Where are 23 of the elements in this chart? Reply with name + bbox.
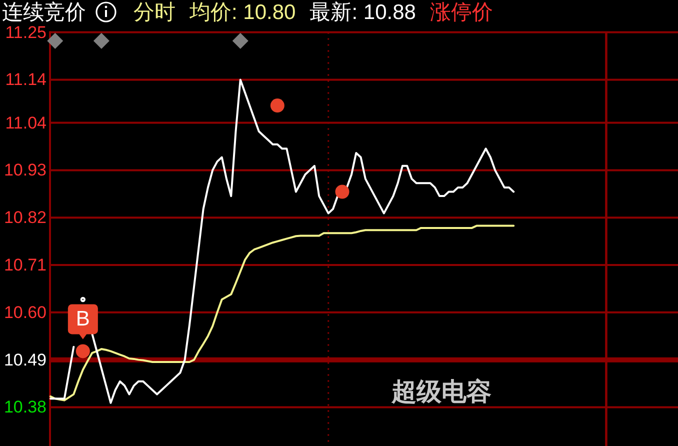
annotation: 涨停价 bbox=[430, 1, 493, 24]
y-tick-label: 11.25 bbox=[5, 22, 46, 42]
series-name: 最新: 10.88 bbox=[310, 1, 416, 24]
subtitle: 分时 bbox=[134, 1, 176, 24]
point bbox=[232, 32, 248, 49]
point bbox=[93, 32, 110, 49]
y-tick-label: 10.38 bbox=[4, 398, 46, 417]
y-tick-label: 10.49 bbox=[4, 350, 46, 370]
annotation: 超级电容 bbox=[391, 378, 492, 406]
y-tick-label: 11.04 bbox=[5, 113, 46, 132]
point bbox=[270, 98, 284, 113]
point bbox=[76, 344, 90, 358]
y-tick-label: 10.60 bbox=[4, 302, 46, 322]
value-label: B bbox=[68, 304, 98, 340]
title: 连续竞价 bbox=[2, 1, 86, 24]
point bbox=[335, 184, 350, 199]
series-name: 均价: 10.80 bbox=[190, 1, 296, 24]
y-tick-label: 10.82 bbox=[4, 208, 46, 228]
data-label: B bbox=[76, 308, 90, 331]
point bbox=[47, 32, 64, 49]
y-tick-label: 10.93 bbox=[4, 160, 46, 180]
y-tick-label: 11.14 bbox=[5, 70, 46, 90]
y-tick-label: 10.71 bbox=[4, 256, 46, 274]
